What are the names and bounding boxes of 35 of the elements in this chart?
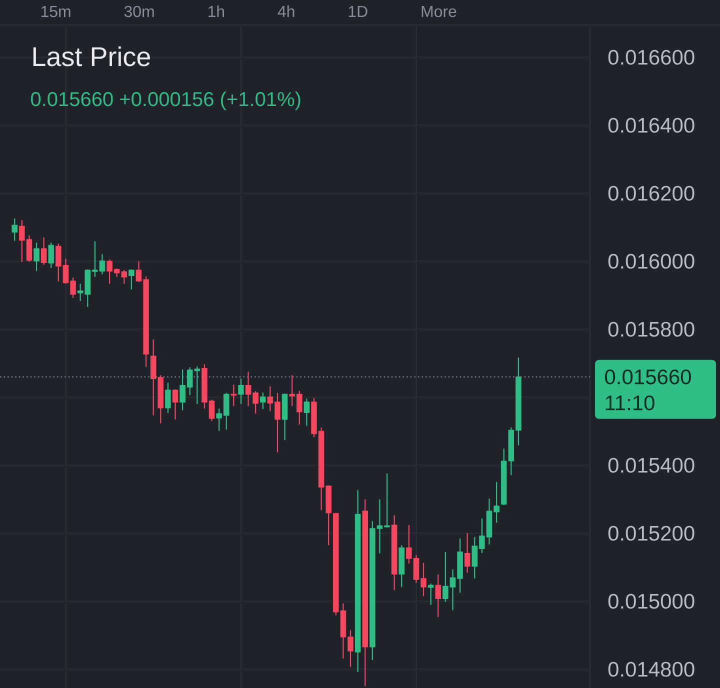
text: More: [422, 6, 456, 18]
candlestick: [150, 338, 156, 416]
y-tick-label: 0.015800: [608, 322, 694, 337]
text: Last Price: [33, 46, 150, 66]
text: 11:10: [606, 395, 654, 410]
candlestick: [121, 270, 128, 284]
candlestick: [128, 268, 134, 290]
y-tick-label: 0.015000: [608, 594, 694, 609]
candlestick: [238, 378, 244, 405]
text: 4h: [278, 5, 294, 17]
y-tick-label: 0.016600: [608, 50, 694, 65]
candlestick: [12, 218, 18, 242]
y-tick-label: 0.015400: [608, 458, 694, 473]
text: 0.015660 +0.000156 (+1.01%): [30, 91, 300, 110]
candlestick: [165, 382, 171, 414]
candlestick: [172, 388, 178, 420]
candlestick: [260, 392, 266, 410]
text: 1h: [208, 5, 224, 17]
candlestick: [435, 574, 442, 618]
candlestick: [464, 532, 470, 574]
y-tick-label: 0.016400: [608, 118, 694, 133]
y-tick-label: 0.014800: [608, 662, 694, 677]
text: 1D: [348, 6, 368, 17]
y-tick-label: 0.016200: [608, 186, 694, 201]
candlestick: [40, 236, 47, 266]
text: 15m: [41, 6, 70, 18]
y-tick-label: 0.015200: [608, 526, 694, 541]
candlestick: [304, 398, 310, 426]
text: 30m: [124, 6, 154, 18]
candlestick: [48, 242, 54, 269]
y-tick-label: 0.016000: [608, 254, 694, 269]
ref-line-label: 0.015660: [605, 369, 691, 384]
candlestick: [77, 283, 84, 302]
candlestick: [194, 366, 200, 405]
candlestick: [34, 242, 40, 272]
